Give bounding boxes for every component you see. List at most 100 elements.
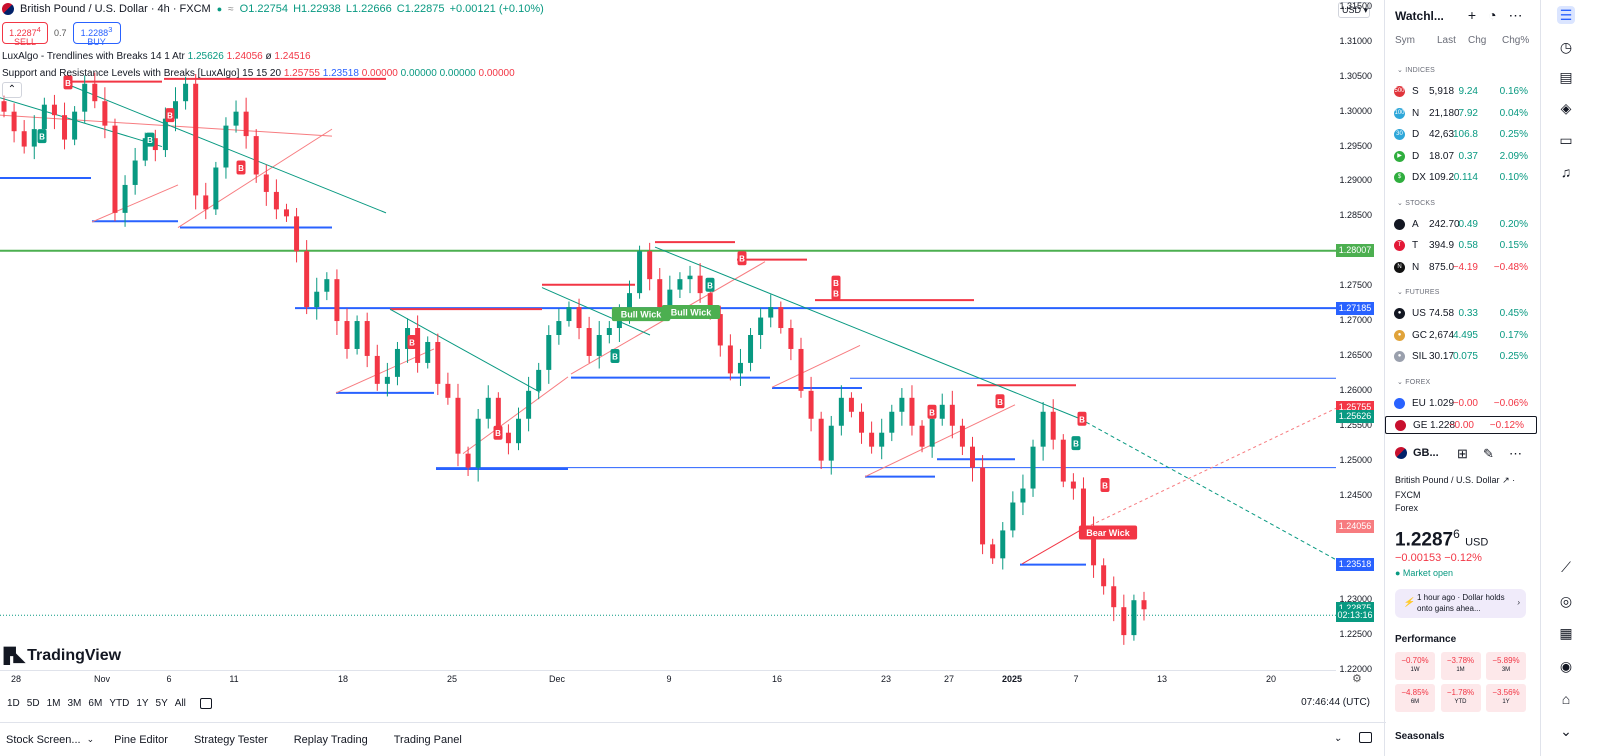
col-symbol[interactable]: Sym bbox=[1395, 35, 1415, 46]
range-5y[interactable]: 5Y bbox=[155, 697, 168, 709]
watchlist-row[interactable]: ● SIL 30.17 0.075 0.25% bbox=[1385, 348, 1540, 366]
tab-replay-trading[interactable]: Replay Trading bbox=[293, 733, 368, 746]
calendar-icon[interactable] bbox=[199, 697, 212, 709]
watchlist-row[interactable]: N N 875.0 −4.19 −0.48% bbox=[1385, 259, 1540, 277]
perf-cell[interactable]: −4.85% 6M bbox=[1395, 684, 1435, 712]
collapse-legend-button[interactable]: ⌃ bbox=[2, 82, 22, 98]
candle-body bbox=[697, 275, 703, 294]
perf-cell[interactable]: −0.70% 1W bbox=[1395, 652, 1435, 680]
watchlist-row[interactable]: ● US 74.58 0.33 0.45% bbox=[1385, 305, 1540, 323]
maximize-panel-icon[interactable] bbox=[1359, 732, 1372, 743]
perf-cell[interactable]: −5.89% 3M bbox=[1486, 652, 1526, 680]
row-last: 30.17 bbox=[1429, 351, 1455, 362]
help-icon[interactable]: ⌂ bbox=[1561, 691, 1571, 707]
news-headline[interactable]: ⚡ 1 hour ago · Dollar holds onto gains a… bbox=[1395, 589, 1526, 618]
candle-body bbox=[818, 418, 824, 461]
grid-layout-icon[interactable]: ⊞ bbox=[1457, 446, 1468, 461]
range-1d[interactable]: 1D bbox=[7, 697, 20, 709]
candle-body bbox=[263, 174, 269, 192]
data-window-icon[interactable]: ▤ bbox=[1559, 69, 1573, 85]
tab-strategy-tester[interactable]: Strategy Tester bbox=[193, 733, 268, 746]
edit-note-icon[interactable]: ✎ bbox=[1483, 446, 1494, 461]
watchlist-row[interactable]: ● GC 2,674 4.495 0.17% bbox=[1385, 327, 1540, 345]
indicator-support-resistance[interactable]: Support and Resistance Levels with Break… bbox=[2, 68, 515, 79]
calendar-icon[interactable]: ▦ bbox=[1559, 625, 1573, 641]
panel-divider[interactable] bbox=[1384, 0, 1385, 756]
buy-button[interactable]: 1.22883 BUY bbox=[72, 22, 121, 47]
watchlist-icon[interactable]: ☰ bbox=[1557, 6, 1575, 24]
chat-icon[interactable]: ▭ bbox=[1559, 132, 1573, 148]
bearish-break-marker-text: B bbox=[167, 112, 173, 121]
watchlist-row[interactable]: 500 S 5,918 9.24 0.16% bbox=[1385, 83, 1540, 101]
chart-settings-gear-icon[interactable]: ⚙ bbox=[1352, 673, 1362, 685]
time-tick-label: 11 bbox=[229, 674, 239, 684]
tab-pine-editor[interactable]: Pine Editor bbox=[114, 733, 168, 746]
watchlist-section-indices[interactable]: ⌄ INDICES bbox=[1397, 66, 1435, 74]
watchlist-row[interactable]: GE 1.228 −0.00 −0.12% bbox=[1385, 416, 1537, 434]
advanced-view-icon[interactable]: ◔ bbox=[1488, 7, 1497, 23]
candle-body bbox=[193, 83, 199, 196]
more-icon[interactable]: ⋯ bbox=[1509, 446, 1522, 461]
gbp-flag-icon bbox=[1395, 447, 1407, 459]
watchlist-section-futures[interactable]: ⌄ FUTURES bbox=[1397, 288, 1440, 296]
chart-area[interactable]: B B B B B B B B B B B B B B B B B Bull Wick Bull Wick Bear … bbox=[0, 0, 1374, 710]
candle-body bbox=[838, 397, 844, 426]
chart-compare-icon[interactable]: ≈ bbox=[228, 3, 234, 15]
row-change-percent: 0.45% bbox=[1499, 308, 1528, 319]
range-1y[interactable]: 1Y bbox=[136, 697, 149, 709]
watchlist-section-forex[interactable]: ⌄ FOREX bbox=[1397, 378, 1430, 386]
col-last[interactable]: Last bbox=[1437, 35, 1456, 46]
up-trendline bbox=[177, 128, 333, 228]
price-tick-label: 1.29000 bbox=[1339, 175, 1372, 186]
down-trendline bbox=[654, 246, 1081, 420]
watchlist-row[interactable]: EU 1.029 −0.00 −0.06% bbox=[1385, 395, 1540, 413]
notifications-bell-icon[interactable]: ♫ bbox=[1560, 164, 1572, 180]
price-tick-label: 1.31500 bbox=[1339, 0, 1372, 11]
ideas-icon[interactable]: ◉ bbox=[1559, 658, 1573, 674]
range-3m[interactable]: 3M bbox=[67, 697, 82, 709]
sell-button[interactable]: 1.22874 SELL bbox=[2, 22, 48, 47]
range-5d[interactable]: 5D bbox=[26, 697, 40, 709]
target-icon[interactable]: ◎ bbox=[1559, 593, 1573, 609]
indicator-trendlines[interactable]: LuxAlgo - Trendlines with Breaks 14 1 At… bbox=[2, 51, 311, 62]
add-symbol-icon[interactable]: + bbox=[1467, 7, 1477, 23]
open-external-icon[interactable]: ↗ bbox=[1502, 475, 1510, 485]
time-axis[interactable]: 28 Nov 6 11 18 25 Dec 9 16 23 27 2025 7 13 20 bbox=[0, 670, 1336, 686]
bearish-break-marker-text: B bbox=[238, 164, 244, 173]
range-all[interactable]: All bbox=[174, 697, 186, 709]
expand-icon[interactable]: ⌄ bbox=[1560, 723, 1572, 739]
range-1m[interactable]: 1M bbox=[46, 697, 61, 709]
perf-cell[interactable]: −3.78% 1M bbox=[1440, 652, 1481, 680]
price-axis[interactable]: 1.31500 1.31000 1.30500 1.30000 1.29500 1.290… bbox=[1336, 0, 1374, 674]
range-6m[interactable]: 6M bbox=[88, 697, 103, 709]
watchlist-row[interactable]: ▶ D 18.07 0.37 2.09% bbox=[1385, 148, 1540, 166]
candle-body bbox=[869, 432, 875, 447]
perf-cell[interactable]: −3.56% 1Y bbox=[1486, 684, 1526, 712]
details-exchange[interactable]: FXCM bbox=[1395, 490, 1421, 500]
utc-clock[interactable]: 07:46:44 (UTC) bbox=[1301, 697, 1370, 708]
alerts-clock-icon[interactable]: ◷ bbox=[1559, 39, 1573, 55]
watchlist-row[interactable]: 30 D 42,63 106.8 0.25% bbox=[1385, 126, 1540, 144]
range-ytd[interactable]: YTD bbox=[109, 697, 130, 709]
candle-body bbox=[586, 328, 592, 356]
layers-icon[interactable]: ◈ bbox=[1560, 100, 1572, 116]
watchlist-row[interactable]: T T 394.9 0.58 0.15% bbox=[1385, 237, 1540, 255]
watchlist-title[interactable]: Watchl... bbox=[1395, 8, 1444, 23]
watchlist-row[interactable]: $ DX 109.2 0.114 0.10% bbox=[1385, 169, 1540, 187]
more-options-icon[interactable]: ⋯ bbox=[1508, 7, 1523, 23]
tab-stock-screener[interactable]: Stock Screen... bbox=[6, 733, 81, 746]
tab-trading-panel[interactable]: Trading Panel bbox=[393, 733, 462, 746]
watchlist-section-stocks[interactable]: ⌄ STOCKS bbox=[1397, 199, 1435, 207]
currency-button[interactable]: USD ▾ bbox=[1338, 2, 1370, 18]
watchlist-row[interactable]: A 242.70 0.49 0.20% bbox=[1385, 216, 1540, 234]
col-change[interactable]: Chg bbox=[1468, 35, 1487, 46]
collapse-panel-chevron-icon[interactable]: ⌄ bbox=[1333, 733, 1342, 744]
col-change-percent[interactable]: Chg% bbox=[1502, 35, 1530, 46]
watchlist-row[interactable]: 100 N 21,180 7.92 0.04% bbox=[1385, 105, 1540, 123]
symbol-title[interactable]: British Pound / U.S. Dollar · 4h · FXCM bbox=[20, 3, 211, 15]
chevron-down-icon[interactable]: ⌄ bbox=[86, 734, 95, 744]
details-symbol[interactable]: GB... bbox=[1413, 447, 1439, 459]
trend-line-icon[interactable]: ⟋ bbox=[1561, 559, 1571, 575]
perf-cell[interactable]: −1.78% YTD bbox=[1440, 684, 1481, 712]
